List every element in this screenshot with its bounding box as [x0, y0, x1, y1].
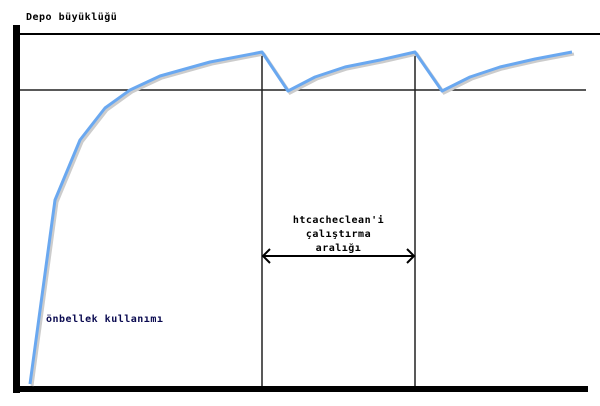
usage-curve-shadow	[30, 52, 575, 387]
interval-arrow	[261, 248, 416, 264]
x-axis	[13, 386, 588, 392]
interval-label-line: aralığı	[315, 243, 362, 254]
y-axis-label: Depo büyüklüğü	[26, 12, 118, 23]
y-axis	[13, 25, 20, 393]
interval-label: htcacheclean'i çalıştırma aralığı	[262, 214, 415, 256]
interval-label-line: çalıştırma	[305, 229, 372, 240]
curve-label: önbellek kullanımı	[46, 314, 164, 325]
usage-curve	[28, 50, 573, 385]
interval-label-line: htcacheclean'i	[292, 215, 385, 226]
